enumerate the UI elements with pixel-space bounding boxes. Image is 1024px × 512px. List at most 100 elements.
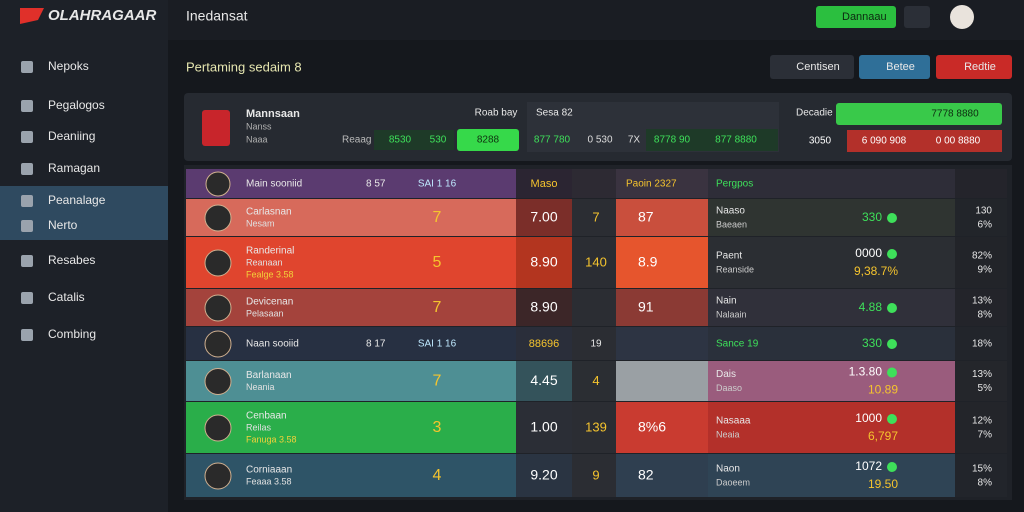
player-icon bbox=[204, 414, 232, 442]
player-sub: Fanuga 3.58 bbox=[246, 434, 297, 444]
row-b: 5 bbox=[433, 254, 442, 271]
section-button[interactable] bbox=[859, 55, 930, 79]
nav-icon bbox=[21, 61, 33, 73]
row[interactable] bbox=[186, 237, 1007, 288]
row-cell bbox=[186, 169, 516, 198]
summary-value: 0 530 bbox=[587, 135, 612, 146]
summary-value: 8778 90 bbox=[654, 135, 691, 146]
row[interactable] bbox=[186, 169, 1007, 198]
row[interactable] bbox=[186, 361, 1007, 401]
summary-label: Sesa 82 bbox=[536, 108, 573, 119]
row-cell bbox=[708, 237, 955, 288]
row-cell bbox=[616, 361, 708, 401]
row-cell bbox=[616, 454, 708, 497]
summary-cell bbox=[646, 129, 778, 151]
nav-label: Catalis bbox=[48, 290, 85, 304]
row-cell bbox=[572, 402, 616, 453]
player-icon bbox=[204, 368, 232, 395]
row[interactable] bbox=[186, 327, 1007, 360]
section-button-label: Redtie bbox=[964, 61, 996, 73]
status-dot bbox=[887, 303, 897, 313]
status-dot bbox=[887, 339, 897, 349]
row-h: 6% bbox=[978, 220, 993, 231]
row-d: 19 bbox=[590, 339, 602, 350]
logo: OLAHRAGAAR bbox=[48, 7, 156, 24]
header-button-label: Dannaau bbox=[842, 11, 887, 23]
summary-label: Reaag bbox=[342, 135, 371, 146]
row-cell bbox=[616, 237, 708, 288]
row-cell bbox=[955, 454, 1007, 497]
row-cell bbox=[955, 169, 1007, 198]
row-h: 13% bbox=[972, 369, 992, 380]
row-cell bbox=[955, 289, 1007, 326]
summary-title: Roab bay bbox=[475, 108, 518, 119]
row-g: 330 bbox=[862, 210, 882, 224]
avatar[interactable] bbox=[950, 5, 974, 29]
row-cell bbox=[955, 237, 1007, 288]
team-badge bbox=[202, 110, 230, 146]
row-cell bbox=[955, 327, 1007, 360]
row-cell bbox=[708, 199, 955, 236]
row-cell bbox=[516, 199, 572, 236]
row-g: 6,797 bbox=[868, 429, 898, 443]
row-cell bbox=[708, 402, 955, 453]
team-name: Mannsaan bbox=[246, 108, 300, 120]
nav-icon bbox=[21, 131, 33, 143]
summary-label: Decadie bbox=[796, 108, 833, 119]
player-sub: Reilas bbox=[246, 422, 272, 432]
row-c: 4.45 bbox=[530, 372, 557, 388]
row-c: 8.90 bbox=[530, 299, 557, 315]
row-a: 8 57 bbox=[366, 179, 386, 190]
player-name: Corniaaan bbox=[246, 465, 292, 476]
nav-label: Nerto bbox=[48, 218, 78, 232]
row-cell bbox=[516, 237, 572, 288]
row-cell bbox=[616, 199, 708, 236]
status-dot bbox=[887, 367, 897, 378]
nav-item[interactable] bbox=[0, 212, 168, 240]
player-name: Naan sooiid bbox=[246, 339, 299, 350]
header-button[interactable] bbox=[816, 6, 896, 28]
row-cell bbox=[516, 169, 572, 198]
row[interactable] bbox=[186, 402, 1007, 453]
row-f: Naon bbox=[716, 464, 740, 475]
status-dot bbox=[887, 414, 897, 424]
player-name: Devicenan bbox=[246, 297, 293, 308]
logo-icon bbox=[20, 8, 44, 24]
summary-value: 530 bbox=[430, 135, 447, 146]
row-d: 7 bbox=[592, 209, 599, 224]
player-name: Barlanaan bbox=[246, 370, 292, 381]
row-cell bbox=[572, 361, 616, 401]
status-dot bbox=[887, 462, 897, 472]
row-e: 82 bbox=[638, 467, 654, 483]
row-cell bbox=[186, 361, 516, 401]
row-cell bbox=[572, 237, 616, 288]
row-g: 1072 bbox=[855, 459, 882, 473]
summary-value: 8288 bbox=[477, 135, 500, 146]
row-h: 5% bbox=[978, 383, 993, 394]
team-sub: Naaa bbox=[246, 134, 268, 144]
row-b: SAI 1 16 bbox=[418, 179, 457, 190]
settings-button[interactable] bbox=[904, 6, 930, 28]
player-sub: Nesam bbox=[246, 218, 275, 228]
row-g: 4.88 bbox=[859, 300, 883, 314]
row-h: 15% bbox=[972, 464, 992, 475]
row-h: 130 bbox=[975, 206, 992, 217]
summary-button[interactable] bbox=[457, 129, 519, 151]
row[interactable] bbox=[186, 289, 1007, 326]
row-f: Nain bbox=[716, 296, 737, 307]
row-cell bbox=[186, 237, 516, 288]
row[interactable] bbox=[186, 199, 1007, 236]
row[interactable] bbox=[186, 454, 1007, 497]
row-cell bbox=[572, 289, 616, 326]
summary-cell bbox=[847, 130, 1002, 152]
row-h: 8% bbox=[978, 310, 993, 321]
section-button[interactable] bbox=[770, 55, 854, 79]
row-c: 9.20 bbox=[530, 467, 557, 483]
player-icon bbox=[204, 204, 232, 232]
row-d: 9 bbox=[592, 467, 599, 482]
row-g: 0000 bbox=[855, 246, 882, 260]
section-button[interactable] bbox=[936, 55, 1012, 79]
row-g: 9,38.7% bbox=[854, 264, 898, 278]
row-cell bbox=[955, 199, 1007, 236]
